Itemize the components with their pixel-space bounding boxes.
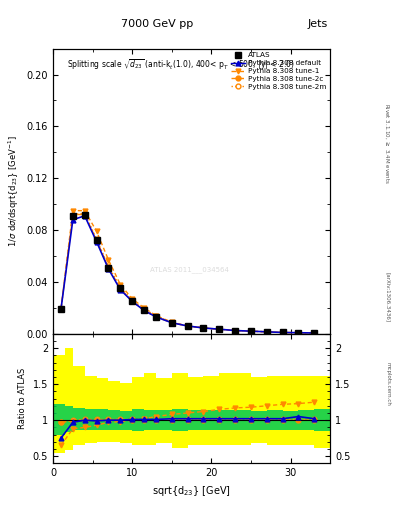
Text: Rivet 3.1.10, $\geq$ 3.4M events: Rivet 3.1.10, $\geq$ 3.4M events [383,103,390,184]
Text: Jets: Jets [308,19,328,30]
Text: 7000 GeV pp: 7000 GeV pp [121,19,193,30]
Y-axis label: Ratio to ATLAS: Ratio to ATLAS [18,368,27,429]
Y-axis label: 1/$\sigma$ d$\sigma$/dsqrt{d$_{23}$} [GeV$^{-1}$]: 1/$\sigma$ d$\sigma$/dsqrt{d$_{23}$} [Ge… [7,135,21,247]
Text: [arXiv:1306.3436]: [arXiv:1306.3436] [385,272,390,322]
Legend: ATLAS, Pythia 8.308 default, Pythia 8.308 tune-1, Pythia 8.308 tune-2c, Pythia 8: ATLAS, Pythia 8.308 default, Pythia 8.30… [230,51,328,91]
Text: Splitting scale $\sqrt{d_{23}}$ (anti-k$_t$(1.0), 400< p$_T$ < 500, |y| < 2.0): Splitting scale $\sqrt{d_{23}}$ (anti-k$… [67,57,295,72]
Text: ATLAS 2011___034564: ATLAS 2011___034564 [150,266,229,273]
X-axis label: sqrt{d$_{23}$} [GeV]: sqrt{d$_{23}$} [GeV] [152,484,231,498]
Text: mcplots.cern.ch: mcplots.cern.ch [385,362,390,406]
